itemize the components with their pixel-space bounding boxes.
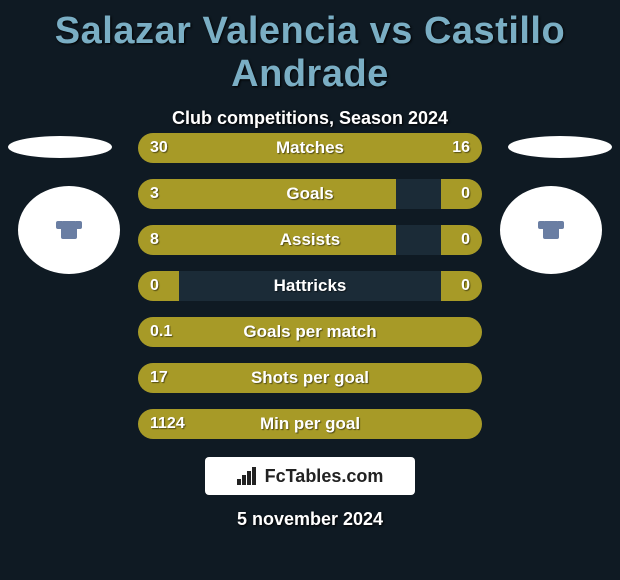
bar-left <box>138 133 362 163</box>
jersey-icon <box>543 221 559 239</box>
player2-club-badge-placeholder <box>508 136 612 158</box>
stat-row: Hattricks00 <box>138 271 482 301</box>
date-text: 5 november 2024 <box>0 509 620 530</box>
player2-avatar-placeholder <box>500 186 602 274</box>
vs-text: vs <box>359 10 424 52</box>
bar-left <box>138 179 396 209</box>
stat-row: Matches3016 <box>138 133 482 163</box>
bar-right <box>362 133 482 163</box>
stat-row: Min per goal1124 <box>138 409 482 439</box>
logo-text: FcTables.com <box>265 466 384 487</box>
player1-club-badge-placeholder <box>8 136 112 158</box>
stat-row: Shots per goal17 <box>138 363 482 393</box>
bar-left <box>138 225 396 255</box>
source-logo[interactable]: FcTables.com <box>205 457 415 495</box>
bar-left <box>138 363 482 393</box>
stat-row: Assists80 <box>138 225 482 255</box>
bar-left <box>138 317 482 347</box>
stat-label: Hattricks <box>138 271 482 301</box>
player1-avatar-placeholder <box>18 186 120 274</box>
page-title: Salazar Valencia vs Castillo Andrade <box>0 10 620 96</box>
bar-left <box>138 271 179 301</box>
stat-row: Goals30 <box>138 179 482 209</box>
jersey-icon <box>61 221 77 239</box>
bar-chart-icon <box>237 467 259 485</box>
subtitle: Club competitions, Season 2024 <box>0 108 620 129</box>
player1-name: Salazar Valencia <box>55 10 359 52</box>
bar-left <box>138 409 482 439</box>
bar-right <box>441 271 482 301</box>
bar-right <box>441 179 482 209</box>
bar-right <box>441 225 482 255</box>
comparison-widget: Salazar Valencia vs Castillo Andrade Clu… <box>0 10 620 580</box>
stat-row: Goals per match0.1 <box>138 317 482 347</box>
stats-table: Matches3016 Goals30 Assists80 Hattricks00 Go… <box>138 133 482 455</box>
